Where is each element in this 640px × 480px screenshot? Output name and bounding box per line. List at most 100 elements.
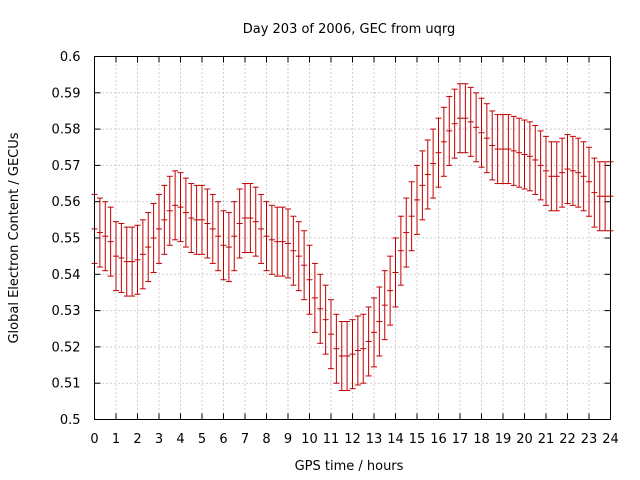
error-bar: [532, 124, 539, 195]
error-bar: [225, 212, 232, 283]
error-bar: [231, 201, 238, 272]
x-tick-label: 22: [559, 432, 576, 447]
error-bar: [510, 115, 517, 186]
x-tick-label: 9: [284, 432, 292, 447]
error-bar: [473, 92, 480, 163]
error-bar: [328, 299, 334, 370]
x-tick-label: 10: [301, 432, 318, 447]
x-tick-label: 7: [241, 432, 249, 447]
plot-frame: [94, 56, 611, 420]
x-tick-label: 16: [430, 432, 447, 447]
error-bar: [311, 262, 318, 333]
chart-title: Day 203 of 2006, GEC from uqrg: [243, 22, 456, 37]
error-bar: [526, 121, 533, 192]
y-tick-label: 0.59: [52, 86, 81, 101]
error-bar: [586, 146, 592, 217]
error-bar: [419, 150, 426, 221]
error-bar: [591, 157, 598, 228]
error-bar: [242, 183, 248, 254]
error-bar: [381, 270, 388, 341]
error-bar: [457, 83, 463, 154]
error-bar: [494, 114, 501, 185]
error-bar: [188, 183, 195, 254]
y-tick-label: 0.53: [52, 304, 81, 319]
error-bar: [161, 184, 168, 255]
error-bar: [123, 226, 130, 297]
error-bar: [553, 141, 560, 212]
error-bar: [322, 284, 329, 355]
error-bar: [462, 83, 469, 154]
error-bar: [258, 193, 265, 264]
error-bar: [548, 141, 555, 212]
x-tick-label: 15: [409, 432, 426, 447]
error-bar: [360, 313, 367, 384]
x-tick-label: 20: [516, 432, 533, 447]
error-bar: [118, 222, 125, 293]
error-bar-series: [91, 83, 614, 391]
error-bar: [397, 215, 404, 286]
error-bar: [440, 106, 447, 177]
x-tick-label: 14: [387, 432, 404, 447]
error-bar: [602, 161, 609, 232]
error-bar: [365, 306, 372, 377]
error-bar: [430, 128, 437, 199]
error-bar: [172, 170, 179, 241]
y-tick-label: 0.55: [52, 232, 81, 247]
error-bar: [333, 313, 340, 384]
error-bar: [596, 161, 603, 232]
error-bar: [354, 315, 361, 386]
error-bar: [483, 103, 490, 174]
error-bar: [193, 184, 200, 255]
error-bar: [236, 188, 243, 259]
error-bar: [376, 286, 383, 357]
error-bar: [139, 219, 146, 290]
error-bar: [295, 221, 302, 292]
error-bar: [301, 230, 308, 301]
error-bar: [451, 88, 458, 159]
error-bar: [268, 204, 275, 275]
y-tick-label: 0.51: [52, 377, 81, 392]
x-tick-label: 6: [219, 432, 227, 447]
error-bar: [263, 201, 270, 272]
y-tick-label: 0.54: [52, 268, 81, 283]
error-bar: [392, 237, 399, 308]
x-tick-label: 3: [155, 432, 163, 447]
x-tick-label: 1: [112, 432, 120, 447]
error-bar: [209, 193, 216, 264]
x-tick-label: 23: [581, 432, 598, 447]
error-bar: [344, 320, 351, 391]
x-tick-label: 4: [176, 432, 184, 447]
x-tick-label: 11: [323, 432, 340, 447]
y-tick-label: 0.57: [52, 159, 81, 174]
error-bar: [521, 119, 528, 190]
error-bar: [102, 201, 109, 272]
error-bar: [516, 117, 523, 188]
x-tick-label: 21: [538, 432, 555, 447]
error-bar: [204, 188, 211, 259]
error-bar: [414, 164, 420, 235]
error-bar: [569, 135, 576, 206]
error-bar: [290, 215, 297, 286]
x-axis-label: GPS time / hours: [295, 459, 404, 474]
error-bar: [156, 193, 162, 264]
error-bar: [478, 97, 485, 168]
error-bar: [408, 181, 415, 252]
error-bar: [559, 137, 566, 208]
x-axis-ticks: 0 1 2 3 4 5 6 7 8 9 10 11 12 13 14 15 16 17 18 19 20 21 22 23 24: [90, 56, 619, 447]
x-tick-label: 2: [133, 432, 141, 447]
x-tick-label: 8: [262, 432, 270, 447]
error-bar: [134, 224, 141, 295]
error-bar: [505, 114, 512, 185]
y-tick-label: 0.56: [52, 195, 81, 210]
error-bar: [338, 320, 345, 391]
error-bar: [279, 206, 286, 277]
y-axis-label: Global Electron Content / GECUs: [7, 132, 22, 343]
x-tick-label: 24: [602, 432, 619, 447]
y-tick-label: 0.58: [52, 123, 81, 138]
y-axis-ticks: 0.5 0.51 0.52 0.53 0.54 0.55 0.56 0.57 0.58 0.59 0…: [52, 50, 611, 428]
error-bar: [575, 137, 582, 208]
y-tick-label: 0.52: [52, 340, 81, 355]
error-bar: [113, 221, 119, 292]
